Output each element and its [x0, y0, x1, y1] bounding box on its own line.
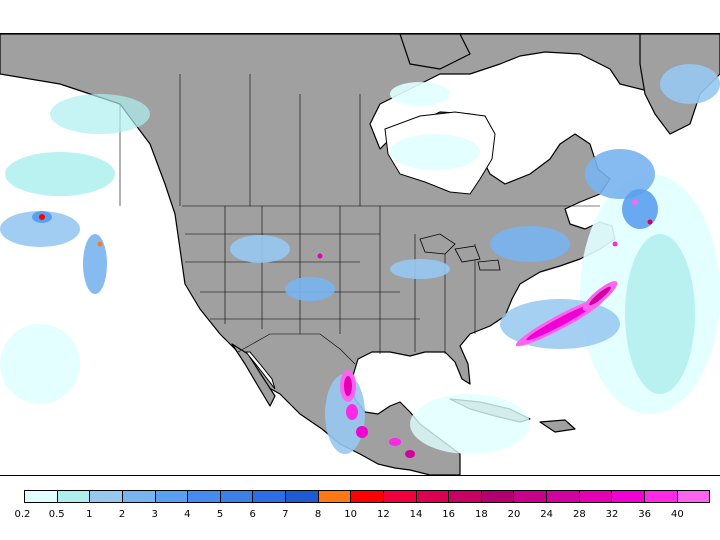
legend-swatch	[612, 491, 645, 502]
legend-tick-label: 5	[216, 509, 224, 520]
hispaniola-island	[539, 419, 576, 433]
legend-swatch	[449, 491, 482, 502]
legend-swatch	[155, 491, 189, 502]
legend-swatch	[416, 491, 450, 502]
legend-tick-label: 7	[282, 509, 289, 520]
legend-swatch	[220, 491, 254, 502]
legend-tick-label: 16	[442, 509, 456, 520]
legend-tick-label: 12	[376, 509, 390, 520]
legend-swatch	[481, 491, 515, 502]
map-canvas	[0, 34, 720, 475]
legend-swatch	[25, 491, 58, 502]
legend-tick-label: 20	[507, 509, 521, 520]
legend-tick-label: 0.2	[14, 509, 31, 520]
legend-swatch	[579, 491, 613, 502]
color-legend-labels: 0.2 0.5 1 2 3 4 5 6 7 8 10 12 14 16 18 20 24 28 32 36 40	[0, 509, 720, 523]
legend-tick-label: 3	[151, 509, 158, 520]
mexico-heavy-cells	[340, 370, 415, 458]
legend-swatch	[122, 491, 156, 502]
legend-tick-label: 28	[572, 509, 586, 520]
legend-tick-label: 14	[409, 509, 423, 520]
legend-swatch	[253, 491, 286, 502]
legend-tick-label: 18	[474, 509, 488, 520]
legend-swatch	[188, 491, 221, 502]
pacific-storm	[32, 211, 103, 247]
legend-tick-label: 32	[605, 509, 619, 520]
political-boundaries	[119, 74, 600, 365]
legend-tick-label: 36	[638, 509, 652, 520]
legend-swatch	[90, 491, 123, 502]
atlantic-canada-cells	[612, 189, 658, 247]
color-legend-bar	[24, 490, 710, 503]
north-america-landmass	[0, 34, 661, 475]
legend-tick-label: 8	[314, 509, 322, 520]
arctic-island	[399, 34, 471, 70]
legend-swatch	[514, 491, 547, 502]
legend-tick-label: 24	[540, 509, 554, 520]
legend-tick-label: 40	[670, 509, 684, 520]
legend-tick-label: 1	[86, 509, 93, 520]
legend-swatch	[286, 491, 319, 502]
legend-swatch	[318, 491, 352, 502]
legend-swatch	[644, 491, 678, 502]
precipitation-map	[0, 33, 720, 476]
legend-swatch	[57, 491, 91, 502]
legend-swatch	[677, 491, 710, 502]
legend-tick-label: 0.5	[48, 509, 65, 520]
precipitation-layer	[0, 64, 720, 458]
rockies-cell	[317, 253, 323, 259]
legend-tick-label: 2	[118, 509, 126, 520]
legend-tick-label: 4	[184, 509, 191, 520]
coastal-heavy-band	[515, 281, 618, 347]
legend-tick-label: 6	[249, 509, 256, 520]
legend-swatch	[547, 491, 580, 502]
legend-tick-label: 10	[344, 509, 358, 520]
legend-swatch	[351, 491, 384, 502]
gulf-of-california	[244, 351, 276, 390]
legend-swatch	[383, 491, 417, 502]
great-lakes	[419, 233, 501, 271]
